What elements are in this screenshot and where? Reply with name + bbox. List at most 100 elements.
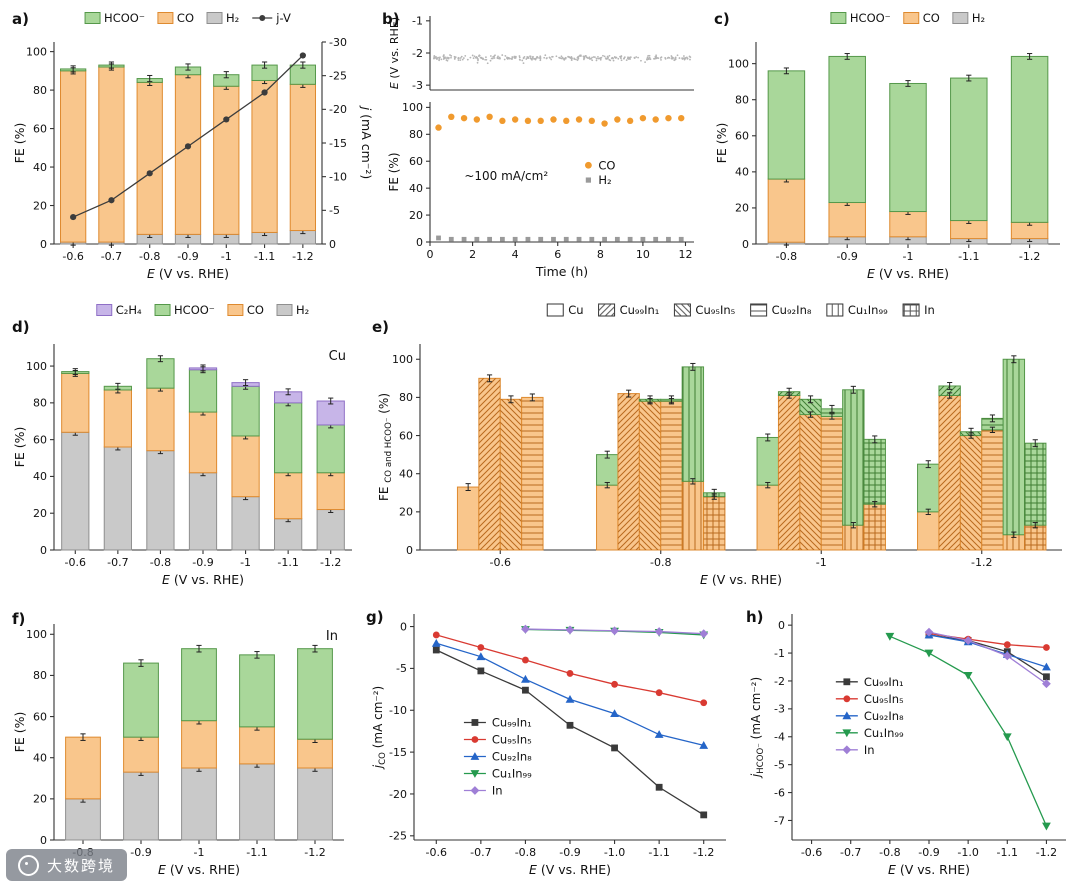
svg-text:Cu₉₅In₅: Cu₉₅In₅: [864, 692, 904, 706]
svg-text:-0.9: -0.9: [559, 846, 580, 859]
svg-text:Cu₉₂In₈: Cu₉₂In₈: [492, 749, 532, 763]
svg-text:CO: CO: [247, 303, 264, 317]
svg-text:Cu₉₅In₅: Cu₉₅In₅: [492, 732, 532, 746]
svg-text:0: 0: [427, 248, 434, 261]
svg-text:CO: CO: [177, 11, 194, 25]
series-circle: [432, 631, 708, 707]
svg-text:0: 0: [329, 238, 336, 251]
svg-text:-10: -10: [329, 170, 347, 183]
svg-text:40: 40: [33, 161, 47, 174]
svg-text:CO: CO: [598, 158, 615, 172]
svg-text:Cu₉₉In₁: Cu₉₉In₁: [620, 303, 660, 317]
svg-text:-1: -1: [816, 556, 827, 569]
svg-text:100: 100: [26, 360, 47, 373]
axes: -1 -2 -3 E (V vs. RHE) 0 20 40 60 80 100 FE (%) 0 2 4…: [387, 15, 694, 279]
svg-text:Cu₁In₉₉: Cu₁In₉₉: [864, 726, 904, 740]
svg-text:FE CO and HCOO⁻ (%): FE CO and HCOO⁻ (%): [377, 393, 394, 501]
svg-text:H₂: H₂: [226, 11, 239, 25]
svg-text:Cu₉₉In₁: Cu₉₉In₁: [864, 675, 904, 689]
svg-text:0: 0: [416, 236, 423, 249]
svg-text:In: In: [924, 303, 935, 317]
svg-text:In: In: [326, 629, 338, 644]
svg-text:20: 20: [735, 202, 749, 215]
svg-text:100: 100: [728, 57, 749, 70]
axes: 0 -1 -2 -3 -4 -5 -6 -7 -0.6 -0.7 -0.8 -0.9 -1.0 -1.1 -…: [749, 614, 1066, 877]
svg-text:60: 60: [735, 130, 749, 143]
series-triup: [431, 638, 709, 749]
svg-text:0: 0: [40, 238, 47, 251]
svg-text:E (V vs. RHE): E (V vs. RHE): [147, 266, 229, 281]
legend: HCOO⁻ CO H₂: [830, 11, 985, 25]
panel-f-label: f): [12, 610, 26, 628]
axes: 0 -5 -10 -15 -20 -25 -0.6 -0.7 -0.8 -0.9 -1.0 -1.1 -…: [371, 614, 726, 877]
bars: [60, 61, 316, 246]
svg-text:E (V vs. RHE): E (V vs. RHE): [529, 862, 611, 877]
svg-text:60: 60: [409, 155, 423, 168]
svg-text:-1.1: -1.1: [648, 846, 669, 859]
svg-text:E (V vs. RHE): E (V vs. RHE): [867, 266, 949, 281]
svg-text:H₂: H₂: [296, 303, 309, 317]
svg-text:2: 2: [469, 248, 476, 261]
svg-text:-3: -3: [774, 703, 785, 716]
svg-text:-20: -20: [389, 788, 407, 801]
svg-text:Cu₁In₉₉: Cu₁In₉₉: [492, 766, 532, 780]
svg-text:FE (%): FE (%): [12, 123, 27, 164]
svg-text:HCOO⁻: HCOO⁻: [174, 303, 215, 317]
panel-a: a) 0 20 40 60 80 100 FE (%) -0.6 -0.7 -0.8 -0.9 -1 -…: [8, 2, 372, 288]
legend: HCOO⁻ CO H₂ j-V: [84, 11, 291, 25]
svg-text:jCO (mA cm⁻²): jCO (mA cm⁻²): [371, 686, 388, 770]
svg-text:C₂H₄: C₂H₄: [116, 303, 142, 317]
panel-e-label: e): [372, 318, 390, 336]
panel-g-label: g): [366, 608, 384, 626]
svg-text:-5: -5: [396, 662, 407, 675]
svg-text:60: 60: [33, 433, 47, 446]
svg-text:-4: -4: [774, 731, 785, 744]
svg-text:10: 10: [636, 248, 650, 261]
svg-text:CO: CO: [923, 11, 940, 25]
svg-text:-15: -15: [389, 746, 407, 759]
chart-d: 0 20 40 60 80 100 FE (%) -0.6 -0.7 -0.8 -0.9 -1 -1.1…: [12, 303, 352, 587]
svg-text:0: 0: [40, 544, 47, 557]
panel-b-label: b): [382, 10, 400, 28]
chart-b: -1 -2 -3 E (V vs. RHE) 0 20 40 60 80 100 FE (%) 0 2 4…: [387, 15, 694, 279]
svg-text:E (V vs. RHE): E (V vs. RHE): [158, 862, 240, 877]
svg-text:20: 20: [399, 506, 413, 519]
svg-text:-1.1: -1.1: [254, 250, 275, 263]
svg-text:20: 20: [33, 507, 47, 520]
svg-text:-30: -30: [329, 36, 347, 49]
svg-text:80: 80: [735, 94, 749, 107]
svg-text:FE (%): FE (%): [12, 427, 27, 468]
axes: 0 20 40 60 80 100 FE (%) -0.6 -0.7 -0.8 -0.9 -1 -1.1…: [12, 36, 372, 281]
svg-text:-0.9: -0.9: [177, 250, 198, 263]
svg-text:-1.1: -1.1: [277, 556, 298, 569]
svg-text:6: 6: [554, 248, 561, 261]
svg-text:80: 80: [399, 391, 413, 404]
svg-text:100: 100: [392, 353, 413, 366]
svg-text:-0.7: -0.7: [840, 846, 861, 859]
chart-c: 0 20 40 60 80 100 FE (%) -0.8 -0.9 -1 -1.1 -1.2 E (V…: [714, 11, 1060, 281]
svg-text:100: 100: [26, 45, 47, 58]
bars: [61, 355, 345, 551]
chart-e: 0 20 40 60 80 100 FE CO and HCOO⁻ (%) E (V vs. …: [377, 303, 1062, 587]
jv-line: [70, 52, 306, 221]
fe-points: [435, 113, 685, 242]
svg-text:40: 40: [735, 166, 749, 179]
svg-text:-1: -1: [412, 15, 423, 28]
panel-c: c) 0 20 40 60 80 100 FE (%) -0.8 -0.9 -1 -1.1 -1.2 E…: [710, 2, 1076, 288]
svg-text:E (V vs. RHE): E (V vs. RHE): [700, 572, 782, 587]
panel-h-label: h): [746, 608, 764, 626]
svg-text:-1.2: -1.2: [292, 250, 313, 263]
svg-text:-0.6: -0.6: [490, 556, 511, 569]
svg-text:-1.2: -1.2: [971, 556, 992, 569]
svg-text:-2: -2: [412, 47, 423, 60]
svg-text:-0.6: -0.6: [426, 846, 447, 859]
chart-h: 0 -1 -2 -3 -4 -5 -6 -7 -0.6 -0.7 -0.8 -0.9 -1.0 -1.1 -…: [749, 614, 1066, 877]
svg-text:40: 40: [409, 182, 423, 195]
svg-text:-0.7: -0.7: [101, 250, 122, 263]
svg-text:0: 0: [40, 834, 47, 847]
svg-text:-0.9: -0.9: [836, 250, 857, 263]
watermark-logo-icon: [18, 854, 39, 876]
svg-text:40: 40: [33, 752, 47, 765]
